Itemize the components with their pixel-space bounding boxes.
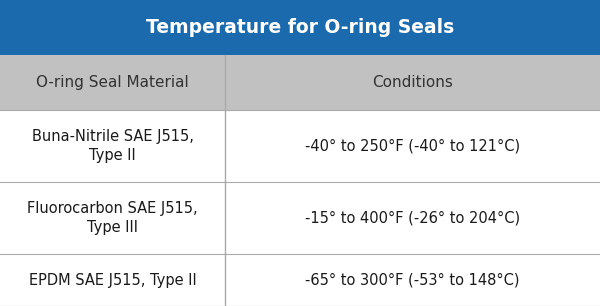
Text: O-ring Seal Material: O-ring Seal Material: [36, 75, 189, 90]
Text: Temperature for O-ring Seals: Temperature for O-ring Seals: [146, 18, 454, 37]
Bar: [0, 182, 600, 254]
Text: Buna-Nitrile SAE J515,
Type II: Buna-Nitrile SAE J515, Type II: [32, 129, 193, 163]
Text: EPDM SAE J515, Type II: EPDM SAE J515, Type II: [29, 273, 196, 288]
Bar: [0, 254, 600, 306]
Text: -40° to 250°F (-40° to 121°C): -40° to 250°F (-40° to 121°C): [305, 139, 520, 154]
Text: Fluorocarbon SAE J515,
Type III: Fluorocarbon SAE J515, Type III: [27, 201, 198, 235]
Bar: [0, 110, 600, 182]
Text: Conditions: Conditions: [372, 75, 453, 90]
Text: -15° to 400°F (-26° to 204°C): -15° to 400°F (-26° to 204°C): [305, 211, 520, 226]
Bar: [0, 55, 600, 110]
Bar: [0, 0, 600, 55]
Text: -65° to 300°F (-53° to 148°C): -65° to 300°F (-53° to 148°C): [305, 273, 520, 288]
